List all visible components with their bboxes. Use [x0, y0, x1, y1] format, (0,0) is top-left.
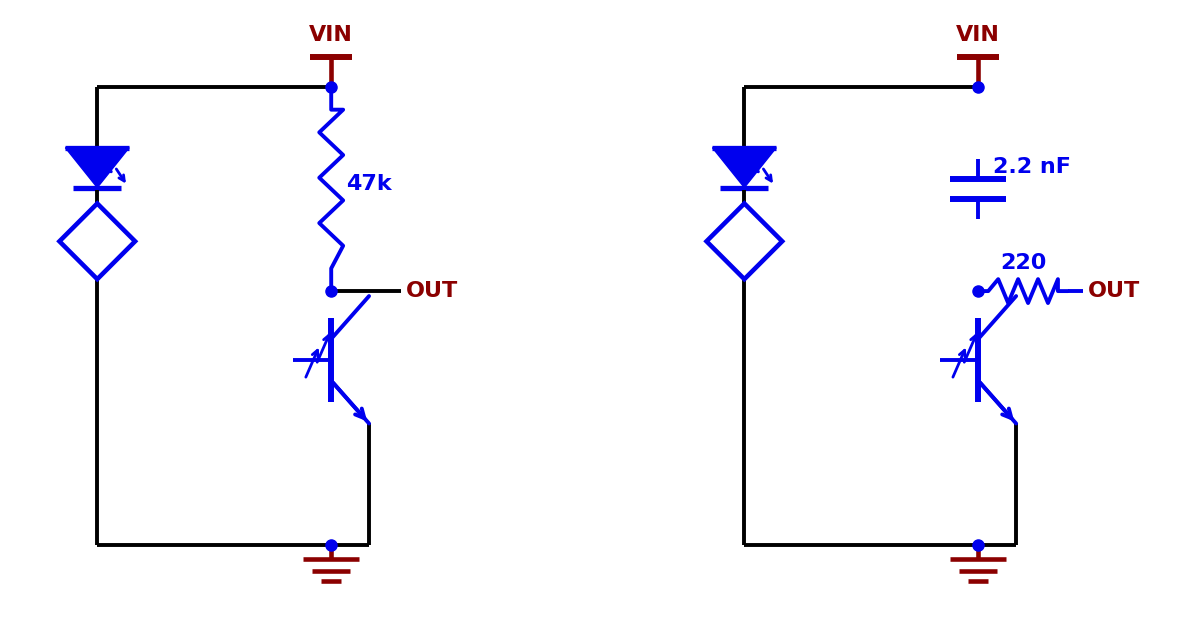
Polygon shape: [713, 148, 776, 188]
Text: 47k: 47k: [346, 174, 391, 194]
Text: VIN: VIN: [310, 25, 353, 45]
Text: OUT: OUT: [1088, 281, 1140, 301]
Text: OUT: OUT: [406, 281, 458, 301]
Text: 220: 220: [1000, 253, 1046, 273]
Text: 2.2 nF: 2.2 nF: [994, 157, 1072, 177]
Polygon shape: [60, 204, 136, 279]
Polygon shape: [707, 204, 782, 279]
Text: VIN: VIN: [956, 25, 1001, 45]
Polygon shape: [66, 148, 130, 188]
